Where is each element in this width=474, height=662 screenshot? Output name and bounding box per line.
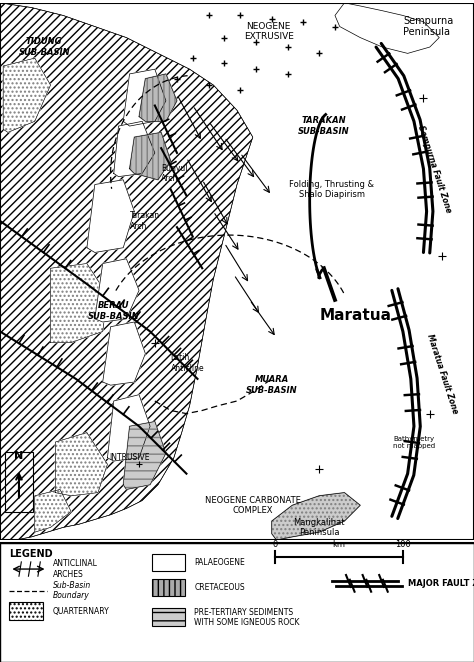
Polygon shape	[87, 180, 134, 252]
Polygon shape	[114, 121, 155, 177]
Text: INTRUSIVE: INTRUSIVE	[109, 453, 150, 462]
Polygon shape	[139, 74, 177, 121]
Text: 0: 0	[272, 540, 278, 549]
Text: km: km	[332, 540, 346, 549]
Text: PALAEOGENE: PALAEOGENE	[194, 558, 245, 567]
Text: Sempurna Fault Zone: Sempurna Fault Zone	[416, 124, 453, 214]
Text: N: N	[14, 451, 24, 461]
Text: PRE-TERTIARY SEDIMENTS
WITH SOME IGNEOUS ROCK: PRE-TERTIARY SEDIMENTS WITH SOME IGNEOUS…	[194, 608, 300, 627]
Text: QUARTERNARY: QUARTERNARY	[53, 607, 110, 616]
Polygon shape	[335, 3, 439, 54]
Bar	[5, 451, 33, 512]
Text: Sub-Basin
Boundary: Sub-Basin Boundary	[53, 581, 91, 600]
Text: CRETACEOUS: CRETACEOUS	[194, 583, 245, 592]
Polygon shape	[103, 322, 146, 385]
Bar	[152, 608, 185, 626]
Bar	[9, 602, 43, 620]
Polygon shape	[123, 422, 166, 489]
Text: Mangkalihat
Peninsula: Mangkalihat Peninsula	[293, 518, 345, 537]
Text: 100: 100	[395, 540, 411, 549]
Polygon shape	[0, 3, 253, 540]
Text: ANTICLINAL
ARCHES: ANTICLINAL ARCHES	[53, 559, 98, 579]
Polygon shape	[55, 432, 108, 496]
Text: Tarakan
Arch: Tarakan Arch	[129, 211, 160, 230]
Bar	[152, 553, 185, 571]
Polygon shape	[272, 493, 360, 540]
Text: TIDUNG
SUB-BASIN: TIDUNG SUB-BASIN	[18, 37, 70, 57]
Text: Maratua: Maratua	[319, 308, 392, 323]
Polygon shape	[51, 263, 108, 342]
Text: Maratua Fault Zone: Maratua Fault Zone	[425, 333, 460, 415]
Text: MAJOR FAULT ZONE: MAJOR FAULT ZONE	[408, 579, 474, 588]
Text: NEOGENE
EXTRUSIVE: NEOGENE EXTRUSIVE	[244, 22, 293, 41]
Text: LEGEND: LEGEND	[9, 549, 53, 559]
Bar	[152, 579, 185, 596]
Text: Bunyul
Arch: Bunyul Arch	[161, 164, 188, 183]
Polygon shape	[108, 395, 150, 461]
Polygon shape	[3, 58, 51, 132]
Text: Sempurna
Peninsula: Sempurna Peninsula	[403, 16, 453, 37]
Text: NEOGENE CARBONATE
COMPLEX: NEOGENE CARBONATE COMPLEX	[205, 496, 301, 515]
Text: TARAKAN
SUB-BASIN: TARAKAN SUB-BASIN	[298, 117, 350, 136]
Polygon shape	[129, 132, 171, 180]
Text: Latih
Anticline: Latih Anticline	[171, 354, 204, 373]
Text: Bathymetry
not mapped: Bathymetry not mapped	[393, 436, 435, 449]
Text: Folding, Thrusting &
Shalo Diapirism: Folding, Thrusting & Shalo Diapirism	[289, 179, 374, 199]
Polygon shape	[95, 259, 139, 322]
Text: BERAU
SUB-BASIN: BERAU SUB-BASIN	[88, 301, 139, 320]
Polygon shape	[123, 70, 166, 126]
Text: MUARA
SUB-BASIN: MUARA SUB-BASIN	[246, 375, 298, 395]
Polygon shape	[35, 489, 71, 532]
